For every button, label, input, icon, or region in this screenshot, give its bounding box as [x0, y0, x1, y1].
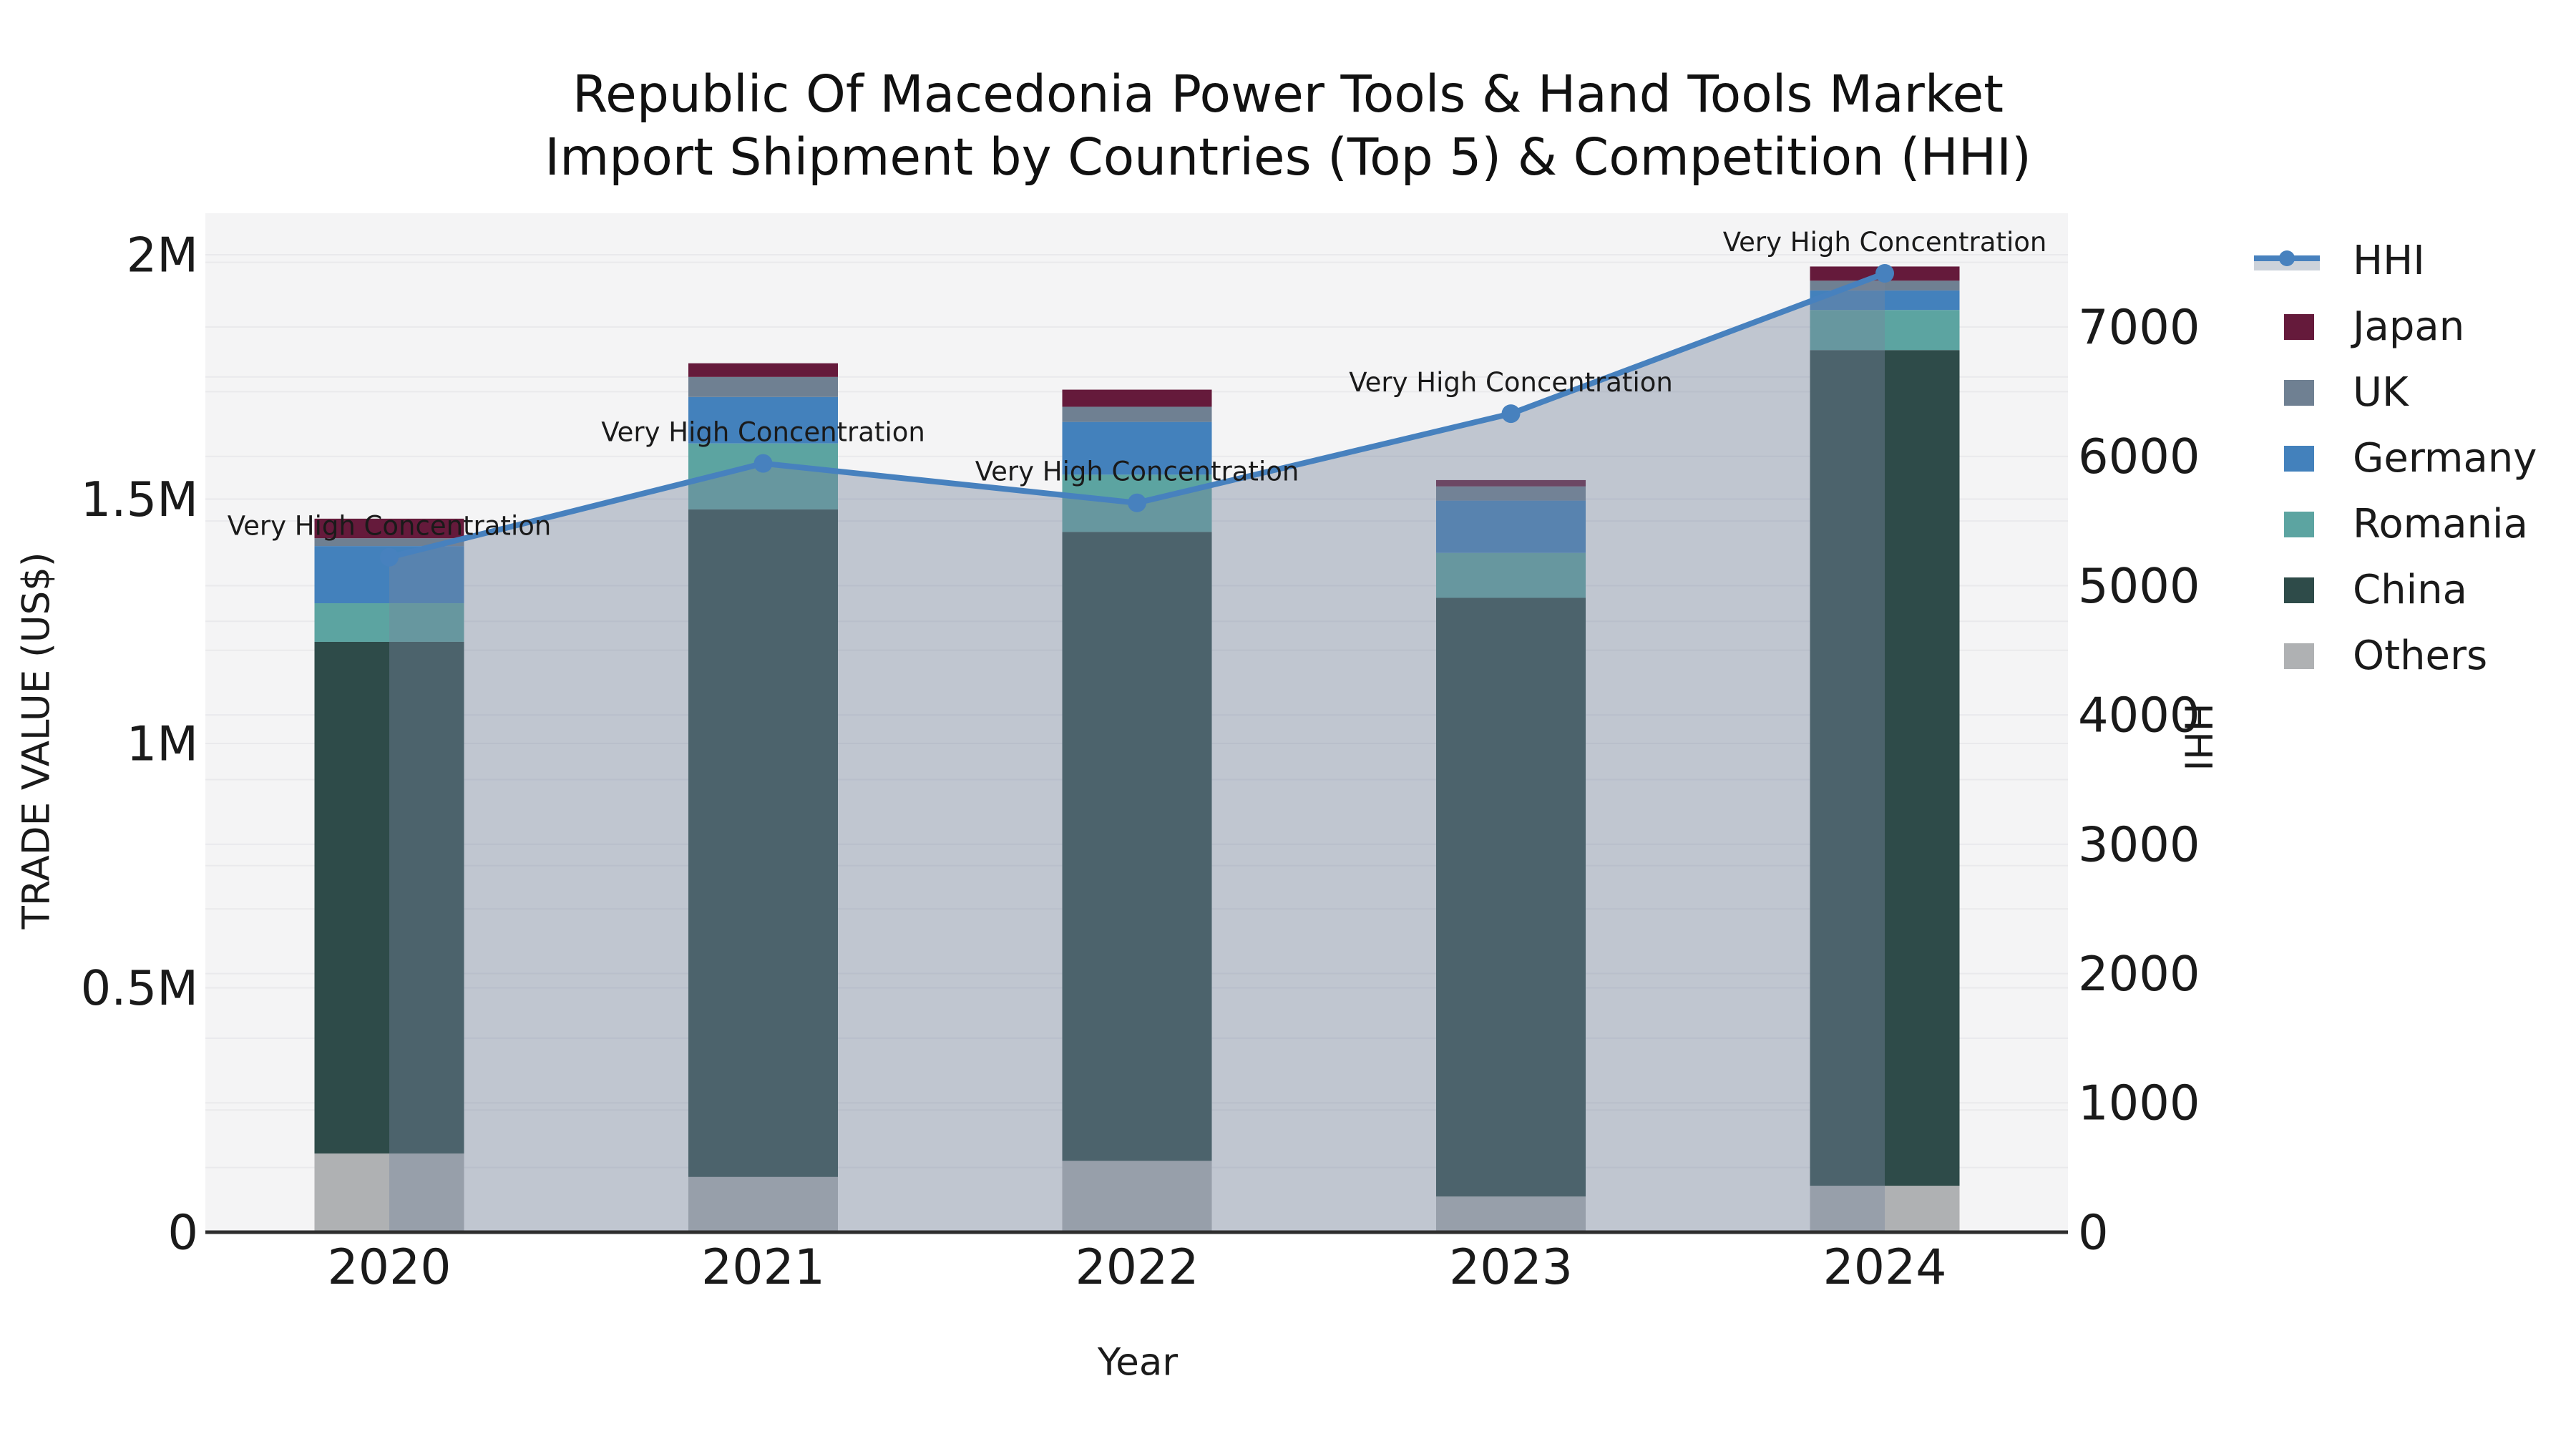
hhi-marker-2020 — [380, 547, 399, 567]
legend-item-uk: UK — [2254, 359, 2537, 425]
hhi-marker-2023 — [1501, 404, 1521, 424]
y-left-tick: 1M — [127, 716, 198, 771]
y-right-tick: 3000 — [2078, 816, 2200, 872]
y-left-axis-label: TRADE VALUE (US$) — [15, 552, 59, 930]
y-left-tick: 2M — [127, 228, 198, 283]
y-right-tick: 6000 — [2078, 429, 2200, 484]
bar-segment-china-2023 — [1436, 597, 1586, 1197]
bar-stacks — [314, 266, 1960, 1232]
y-right-axis-label: HHI — [2175, 703, 2219, 771]
y-right-tick: 4000 — [2078, 688, 2200, 743]
x-tick-2021: 2021 — [701, 1239, 825, 1296]
x-tick-2022: 2022 — [1075, 1239, 1199, 1296]
x-tick-2020: 2020 — [327, 1239, 451, 1296]
legend-label: UK — [2353, 369, 2409, 416]
chart-title-line1: Republic Of Macedonia Power Tools & Hand… — [572, 64, 2004, 124]
y-left-tick: 1.5M — [81, 472, 198, 527]
annotation-2024: Very High Concentration — [1723, 227, 2047, 258]
y-left-tick-labels: 0 0.5M 1M 1.5M 2M — [81, 228, 198, 1261]
legend-swatch — [2254, 378, 2320, 406]
bar-segment-japan-2023 — [1436, 479, 1586, 487]
bar-segment-others-2020 — [314, 1153, 464, 1232]
hhi-area-fill — [389, 273, 1885, 1232]
bar-segment-romania-2024 — [1810, 310, 1960, 351]
hhi-marker-2021 — [753, 454, 773, 473]
legend-swatch — [2254, 641, 2320, 670]
chart-title: Republic Of Macedonia Power Tools & Hand… — [0, 63, 2576, 189]
y-right-tick: 0 — [2078, 1204, 2109, 1260]
hhi-marker-2024 — [1875, 264, 1894, 283]
hhi-line-swatch-part — [2279, 250, 2295, 266]
x-tick-labels: 2020 2021 2022 2023 2024 — [327, 1239, 1946, 1296]
bar-segment-japan-2020 — [314, 518, 464, 539]
annotation-2020: Very High Concentration — [228, 511, 552, 542]
annotations: Very High Concentration Very High Concent… — [228, 227, 2047, 542]
y-left-tick: 0.5M — [81, 960, 198, 1016]
legend-swatch-others — [2284, 643, 2314, 669]
legend-item-germany: Germany — [2254, 425, 2537, 491]
legend-label: China — [2353, 566, 2467, 613]
y-left-tick: 0 — [167, 1204, 198, 1260]
legend-label: Germany — [2353, 434, 2537, 482]
bar-segment-uk-2023 — [1436, 486, 1586, 501]
legend-swatch — [2254, 509, 2320, 538]
chart-title-line2: Import Shipment by Countries (Top 5) & C… — [545, 127, 2031, 187]
bar-segment-china-2022 — [1062, 532, 1212, 1161]
hhi-marker-2022 — [1128, 493, 1146, 512]
legend-swatch — [2254, 575, 2320, 604]
y-right-tick: 2000 — [2078, 946, 2200, 1002]
annotation-2021: Very High Concentration — [601, 417, 925, 448]
y-right-tick-labels: 0 1000 2000 3000 4000 5000 6000 7000 — [2078, 299, 2200, 1260]
y-right-tick: 7000 — [2078, 299, 2200, 355]
legend: HHI Japan UK Germany Romania China Other… — [2254, 228, 2537, 688]
bar-segment-china-2021 — [688, 509, 838, 1177]
bar-segment-uk-2022 — [1062, 406, 1212, 422]
x-tick-2024: 2024 — [1823, 1239, 1946, 1296]
legend-swatch-uk — [2284, 380, 2314, 406]
bar-segment-romania-2023 — [1436, 552, 1586, 598]
bar-segment-japan-2021 — [688, 363, 838, 377]
bar-segment-germany-2021 — [688, 396, 838, 444]
hhi-line-swatch — [2254, 246, 2320, 275]
legend-label: HHI — [2353, 237, 2425, 284]
legend-swatch — [2254, 444, 2320, 472]
bar-segment-others-2021 — [688, 1176, 838, 1232]
legend-label: Japan — [2353, 303, 2465, 350]
bar-segment-uk-2020 — [314, 538, 464, 547]
annotation-2022: Very High Concentration — [975, 457, 1299, 487]
bar-segment-germany-2022 — [1062, 421, 1212, 475]
annotation-2023: Very High Concentration — [1349, 367, 1673, 398]
x-axis-label: Year — [1097, 1341, 1178, 1385]
bar-segment-uk-2021 — [688, 376, 838, 397]
y-right-tick: 5000 — [2078, 558, 2200, 614]
legend-swatch-japan — [2284, 314, 2314, 340]
legend-swatch-romania — [2284, 512, 2314, 537]
bar-segment-others-2023 — [1436, 1196, 1586, 1232]
bar-segment-germany-2023 — [1436, 500, 1586, 553]
legend-item-romania: Romania — [2254, 491, 2537, 557]
bar-segment-china-2020 — [314, 641, 464, 1154]
legend-item-china: China — [2254, 557, 2537, 623]
legend-item-others: Others — [2254, 623, 2537, 688]
legend-swatch-germany — [2284, 446, 2314, 472]
legend-label: Romania — [2353, 500, 2528, 547]
x-tick-2023: 2023 — [1449, 1239, 1573, 1296]
bar-segment-romania-2020 — [314, 603, 464, 642]
legend-swatch — [2254, 312, 2320, 341]
hhi-markers — [380, 264, 1894, 567]
legend-item-japan: Japan — [2254, 293, 2537, 359]
y-right-tick: 1000 — [2078, 1075, 2200, 1131]
bar-segment-others-2022 — [1062, 1161, 1212, 1232]
bar-segment-others-2024 — [1810, 1186, 1960, 1232]
legend-item-hhi: HHI — [2254, 228, 2537, 293]
legend-label: Others — [2353, 632, 2488, 679]
bar-segment-japan-2022 — [1062, 389, 1212, 407]
bar-segment-china-2024 — [1810, 350, 1960, 1186]
legend-swatch-china — [2284, 577, 2314, 603]
